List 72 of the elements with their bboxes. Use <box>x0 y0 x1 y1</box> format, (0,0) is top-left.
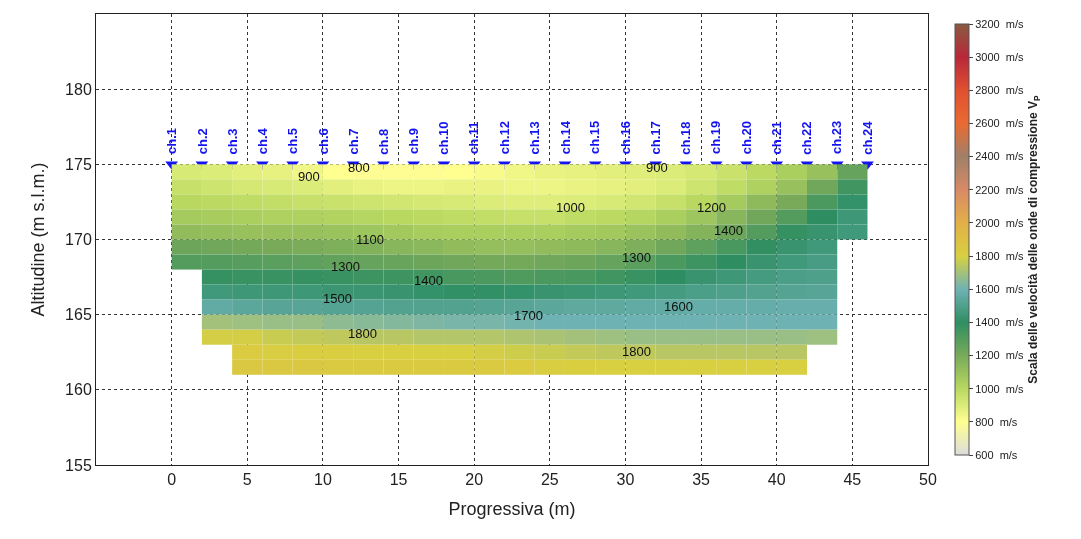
color-bar-label: 1600 m/s <box>975 283 1024 296</box>
color-bar-label: 2000 m/s <box>975 216 1024 229</box>
y-tick-label: 170 <box>65 231 92 249</box>
data-label: ch.3 <box>224 128 240 155</box>
data-label: ch.14 <box>557 120 573 155</box>
x-tick-label: 5 <box>242 471 252 489</box>
y-tick-label: 180 <box>65 80 92 98</box>
data-label: ch.11 <box>466 121 482 155</box>
x-tick-label: 40 <box>767 471 786 489</box>
data-label: ch.24 <box>860 120 876 155</box>
x-tick-label: 0 <box>167 471 177 489</box>
color-bar-label: 600 m/s <box>975 448 1018 461</box>
x-axis-title: Progressiva (m) <box>448 499 576 520</box>
data-label: ch.15 <box>587 120 603 155</box>
color-bar-label: 2400 m/s <box>975 150 1024 163</box>
x-tick-label: 15 <box>389 471 408 489</box>
y-axis-title: Altitudine (m s.l.m.) <box>28 162 49 317</box>
y-tick-label: 165 <box>65 306 92 324</box>
data-label: ch.10 <box>436 121 452 155</box>
x-tick-label: 25 <box>540 471 559 489</box>
data-label: ch.9 <box>406 127 422 154</box>
data-label: ch.22 <box>799 121 815 155</box>
data-label: ch.16 <box>617 121 633 155</box>
y-tick-label: 175 <box>65 155 92 173</box>
annotation: 1800 <box>348 326 377 341</box>
annotation: 1300 <box>331 259 360 274</box>
annotation: 1400 <box>714 223 743 238</box>
color-bar-label: 2600 m/s <box>975 117 1024 130</box>
annotation: 1000 <box>556 200 585 215</box>
x-tick-label: 35 <box>692 471 711 489</box>
y-tick-label: 155 <box>65 456 92 474</box>
y-tick-label: 160 <box>65 381 92 399</box>
annotation: 1700 <box>514 308 543 323</box>
color-bar-label: 2800 m/s <box>975 84 1024 97</box>
data-label: ch.13 <box>526 121 542 155</box>
data-label: ch.4 <box>254 127 270 155</box>
data-label: ch.8 <box>376 128 392 155</box>
data-label: ch.23 <box>829 120 845 155</box>
annotation: 1800 <box>622 344 651 359</box>
x-tick-label: 45 <box>843 471 862 489</box>
annotation: 1400 <box>414 273 443 288</box>
annotation: 1300 <box>622 250 651 265</box>
data-label: ch.21 <box>768 121 784 155</box>
annotation: 900 <box>646 160 668 175</box>
data-label: ch.12 <box>496 121 512 155</box>
x-tick-label: 20 <box>465 471 484 489</box>
data-label: ch.20 <box>738 121 754 155</box>
color-bar-label: 1800 m/s <box>975 249 1024 262</box>
annotation: 900 <box>298 169 320 184</box>
data-label: ch.1 <box>164 127 180 154</box>
data-label: ch.5 <box>285 127 301 154</box>
annotation: 1100 <box>356 232 384 247</box>
x-tick-label: 10 <box>314 471 332 489</box>
annotation: 1600 <box>664 299 693 314</box>
data-label: ch.18 <box>678 121 694 155</box>
data-label: ch.17 <box>647 121 663 155</box>
color-bar-label: 800 m/s <box>975 415 1018 428</box>
color-bar-label: 3000 m/s <box>975 51 1024 63</box>
data-label: ch.7 <box>345 128 361 155</box>
x-tick-label: 30 <box>616 471 635 489</box>
annotation: 800 <box>348 160 370 175</box>
data-label: ch.6 <box>315 128 331 155</box>
color-bar-label: 1200 m/s <box>975 349 1024 362</box>
data-label: ch.2 <box>194 128 210 155</box>
data-label: ch.19 <box>708 120 724 155</box>
color-bar-label: 1400 m/s <box>975 316 1024 329</box>
color-bar-label: 1000 m/s <box>975 382 1024 395</box>
annotation: 1200 <box>697 200 726 215</box>
color-bar-label: 3200 m/s <box>975 17 1024 30</box>
x-tick-label: 50 <box>919 471 937 489</box>
color-bar-label: 2200 m/s <box>975 183 1024 196</box>
annotation: 1500 <box>323 291 352 306</box>
